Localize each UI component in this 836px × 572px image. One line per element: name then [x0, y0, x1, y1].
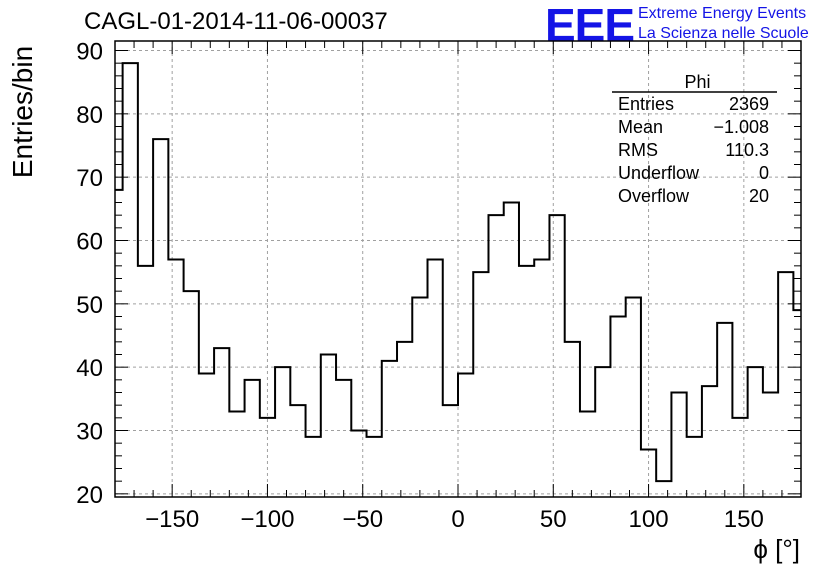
histogram-bin — [123, 63, 138, 497]
stats-row-label: Underflow — [618, 163, 700, 183]
histogram-bin — [687, 437, 702, 497]
histogram-bin — [275, 367, 290, 497]
x-tick-label: 50 — [540, 506, 567, 533]
x-tick-label: −100 — [240, 506, 294, 533]
histogram-bin — [458, 374, 473, 498]
y-tick-label: 70 — [76, 165, 103, 192]
histogram-bin — [702, 386, 717, 497]
histogram-bin — [595, 367, 610, 497]
y-tick-label: 20 — [76, 482, 103, 509]
histogram-bin — [626, 298, 641, 498]
histogram-bin — [367, 437, 382, 497]
stats-box: Phi Entries 2369 Mean −1.008 RMS 110.3 Underflo… — [612, 72, 777, 206]
stats-row-label: Overflow — [618, 186, 690, 206]
histogram-bin — [778, 272, 793, 497]
histogram-bin — [351, 431, 366, 498]
histogram-bin — [153, 139, 168, 497]
histogram-bin — [519, 266, 534, 497]
histogram-bin — [214, 348, 229, 497]
stats-row-value: 110.3 — [725, 140, 769, 160]
histogram-bin — [809, 196, 824, 497]
histogram-bin — [138, 266, 153, 497]
x-tick-label: 0 — [451, 506, 464, 533]
histogram-bin — [168, 260, 183, 498]
x-tick-label: 100 — [629, 506, 669, 533]
histogram-bin — [534, 260, 549, 498]
y-tick-label: 80 — [76, 102, 103, 129]
histogram-bin — [321, 355, 336, 498]
x-axis-label: ϕ [°] — [753, 534, 800, 564]
histogram-bin — [565, 342, 580, 497]
stats-row-label: RMS — [618, 140, 658, 160]
histogram-bin — [717, 323, 732, 497]
histogram-step-line — [115, 62, 801, 483]
y-tick-label: 40 — [76, 355, 103, 382]
y-tick-label: 90 — [76, 39, 103, 66]
histogram-bin — [245, 380, 260, 497]
x-tick-label: 150 — [724, 506, 764, 533]
histogram-bin — [610, 317, 625, 498]
y-tick-label: 60 — [76, 229, 103, 256]
chart-title: CAGL-01-2014-11-06-00037 — [84, 8, 388, 35]
histogram-bin — [184, 291, 199, 497]
histogram-bin — [397, 342, 412, 497]
y-tick-label: 50 — [76, 292, 103, 319]
histogram-bin — [488, 215, 503, 497]
histogram-bin — [549, 215, 564, 497]
stats-row-value: 0 — [759, 163, 769, 183]
histogram-bin — [504, 203, 519, 498]
grid-lines — [115, 41, 801, 497]
stats-row-value: −1.008 — [713, 117, 769, 137]
logo-caption-line2: La Scienza nelle Scuole — [638, 25, 809, 42]
histogram-bin — [671, 393, 686, 498]
stats-box-title: Phi — [684, 72, 710, 92]
histogram-bin — [428, 260, 443, 498]
axes: −150 −100 −50 0 50 100 150 20 30 40 50 60 70 80 90 — [76, 39, 802, 533]
stats-row-label: Entries — [618, 94, 674, 114]
histogram-bin — [656, 481, 671, 497]
histogram-bin — [763, 393, 778, 498]
histogram-bin — [229, 412, 244, 498]
histogram-bin — [336, 380, 351, 497]
histogram-bin — [412, 298, 427, 498]
histogram-bin — [748, 367, 763, 497]
histogram-bin — [443, 405, 458, 497]
y-tick-label: 30 — [76, 419, 103, 446]
histogram-bin — [199, 374, 214, 498]
histogram-bin — [306, 437, 321, 497]
stats-row-value: 20 — [749, 186, 769, 206]
logo-caption: Extreme Energy Events La Scienza nelle S… — [638, 4, 809, 44]
histogram-bin — [290, 405, 305, 497]
histogram-bin — [580, 412, 595, 498]
histogram-bin — [732, 418, 747, 497]
histogram-bin — [473, 272, 488, 497]
histogram-bin — [824, 158, 836, 497]
x-tick-label: −150 — [145, 506, 199, 533]
stats-row-label: Mean — [618, 117, 663, 137]
logo-caption-line1: Extreme Energy Events — [638, 5, 807, 22]
y-axis-label: Entries/bin — [7, 46, 38, 178]
x-tick-label: −50 — [342, 506, 383, 533]
stats-row-value: 2369 — [729, 94, 769, 114]
histogram-bin — [382, 361, 397, 497]
histogram-series — [115, 62, 836, 498]
